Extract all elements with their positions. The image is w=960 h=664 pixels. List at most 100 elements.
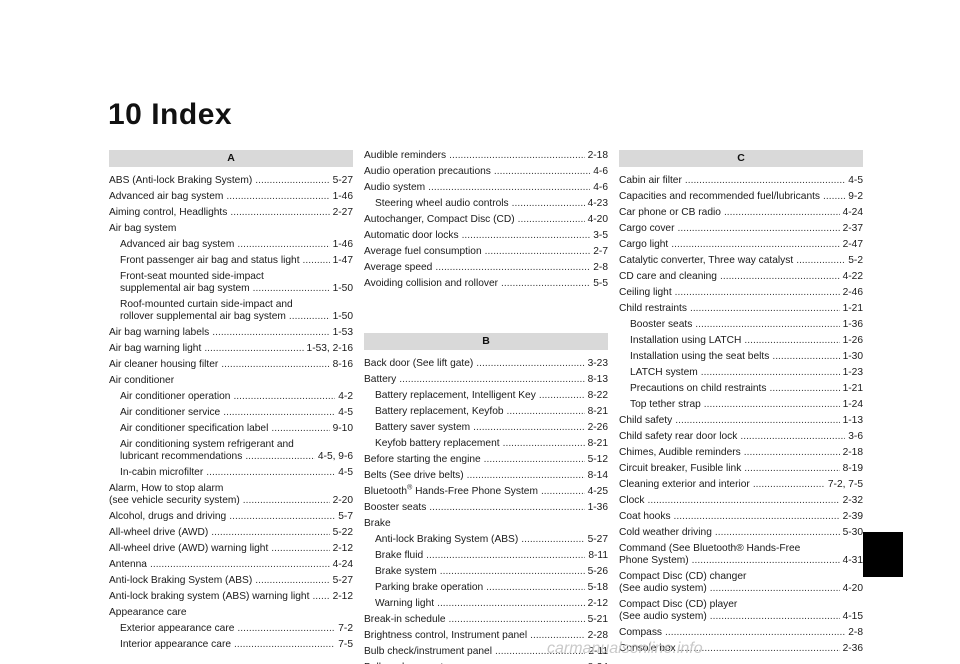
entry-label: Alcohol, drugs and driving [109,511,226,523]
entry-row: Anti-lock Braking System (ABS) 5-27 [109,575,353,587]
entry-label: Break-in schedule [364,614,446,626]
page-reference: 1-53, 2-16 [306,343,353,354]
entry-label-text: Clock [619,495,645,506]
entry-label: Cold weather driving [619,527,712,539]
entry-row: In-cabin microfilter 4-5 [120,467,353,479]
entry-label-text: Exterior appearance care [120,623,235,634]
dot-leader [399,374,584,386]
index-entry: Before starting the engine 5-12 [364,454,608,466]
index-subentry: Keyfob battery replacement 8-21 [364,438,608,450]
page-reference: 2-27 [332,207,353,218]
entry-label: Appearance care [109,607,187,619]
entry-label: Belts (See drive belts) [364,470,464,482]
entry-label: Steering wheel audio controls [375,198,509,210]
entry-row: Front passenger air bag and status light… [120,255,353,267]
index-subentry: Air conditioner operation 4-2 [109,391,353,403]
entry-label: Interior appearance care [120,639,231,651]
index-entry: Cargo light 2-47 [619,239,863,251]
page-reference: 1-47 [332,255,353,266]
entry-label-text: Keyfob battery replacement [375,438,500,449]
entry-label-text: Cabin air filter [619,175,682,186]
entry-label-text: Air bag warning light [109,343,202,354]
page-reference: 5-30 [842,527,863,538]
page-reference: 1-46 [332,239,353,250]
index-entry: Catalytic converter, Three way catalyst 5… [619,255,863,267]
dot-leader [507,406,585,418]
page-reference: 2-12 [332,591,353,602]
dot-leader [724,207,840,219]
page-reference: 8-13 [587,374,608,385]
index-entry: Car phone or CB radio 4-24 [619,207,863,219]
index-entry: Cleaning exterior and interior 7-2, 7-5 [619,479,863,491]
entry-label: Installation using LATCH [630,335,741,347]
index-entries: Back door (See lift gate) 3-23 Battery 8-13… [364,358,608,664]
entry-label: Child safety rear door lock [619,431,737,443]
entry-row: Coat hooks 2-39 [619,511,863,523]
dot-leader [744,463,839,475]
page-reference: 4-22 [842,271,863,282]
entry-label: Air bag system [109,223,176,235]
index-subentry: In-cabin microfilter 4-5 [109,467,353,479]
dot-leader [710,583,840,595]
index-entry: Cargo cover 2-37 [619,223,863,235]
page-reference: 5-26 [587,566,608,577]
dot-leader [255,575,329,587]
entry-label: Brake system [375,566,437,578]
entry-row: Installation using the seat belts 1-30 [630,351,863,363]
dot-leader [150,559,330,571]
entry-row: ABS (Anti-lock Braking System) 5-27 [109,175,353,187]
index-entry: Anti-lock Braking System (ABS) 5-27 [109,575,353,587]
entry-row: Air bag system [109,223,353,235]
entry-label: Compass [619,627,662,639]
entry-label: All-wheel drive (AWD) [109,527,208,539]
entry-label: Car phone or CB radio [619,207,721,219]
entry-label: Air conditioner service [120,407,220,419]
index-entry: Cabin air filter 4-5 [619,175,863,187]
page-reference: 1-53 [332,327,353,338]
entry-label: Precautions on child restraints [630,383,766,395]
index-entry: Aiming control, Headlights 2-27 [109,207,353,219]
entry-row: Installation using LATCH 1-26 [630,335,863,347]
page-reference: 5-2 [848,255,863,266]
entry-label: Aiming control, Headlights [109,207,227,219]
dot-leader [704,399,840,411]
index-entry: Command (See Bluetooth® Hands-Free Phone … [619,543,863,567]
section-letter-a: A [109,150,353,167]
entry-row: Alcohol, drugs and driving 5-7 [109,511,353,523]
entry-row: Break-in schedule 5-21 [364,614,608,626]
entry-label: Air conditioner specification label [120,423,268,435]
entry-label-text: Aiming control, Headlights [109,207,228,218]
page-reference: 1-24 [842,399,863,410]
dot-leader [701,367,840,379]
entry-label: Anti-lock Braking System (ABS) [375,534,518,546]
index-subentry: Parking brake operation 5-18 [364,582,608,594]
index-entry: Brightness control, Instrument panel 2-28 [364,630,608,642]
entry-row: Anti-lock Braking System (ABS) 5-27 [375,534,608,546]
index-subentry: Brake system 5-26 [364,566,608,578]
page-reference: 5-27 [587,534,608,545]
index-subentry: Air conditioning system refrigerant and l… [109,439,353,463]
index-entry: Child safety rear door lock 3-6 [619,431,863,443]
index-entry: Air bag warning labels 1-53 [109,327,353,339]
dot-leader [796,255,845,267]
index-entry: Compact Disc (CD) changer (See audio syst… [619,571,863,595]
dot-leader [271,543,329,555]
dot-leader [212,327,329,339]
index-entry: Audio operation precautions 4-6 [364,166,608,178]
entry-label-text: Brightness control, Instrument panel [364,630,528,641]
page-reference: 2-12 [587,598,608,609]
entry-row: Top tether strap 1-24 [630,399,863,411]
index-entry: Child restraints 1-21 [619,303,863,315]
index-entries: Audible reminders 2-18 Audio operation pre… [364,150,608,290]
entry-label-text: Air cleaner housing filter [109,359,219,370]
entry-label-text: Brake fluid [375,550,424,561]
page-reference: 1-21 [842,383,863,394]
page-reference: 5-5 [593,278,608,289]
entry-row: (See audio system) 4-20 [619,583,863,595]
entry-row: Bulb check/instrument panel 2-11 [364,646,608,658]
entry-row: Phone System) 4-31 [619,555,863,567]
dot-leader [428,182,590,194]
index-entry: Appearance care [109,607,353,619]
dot-leader [484,454,585,466]
index-entry: Audio system 4-6 [364,182,608,194]
